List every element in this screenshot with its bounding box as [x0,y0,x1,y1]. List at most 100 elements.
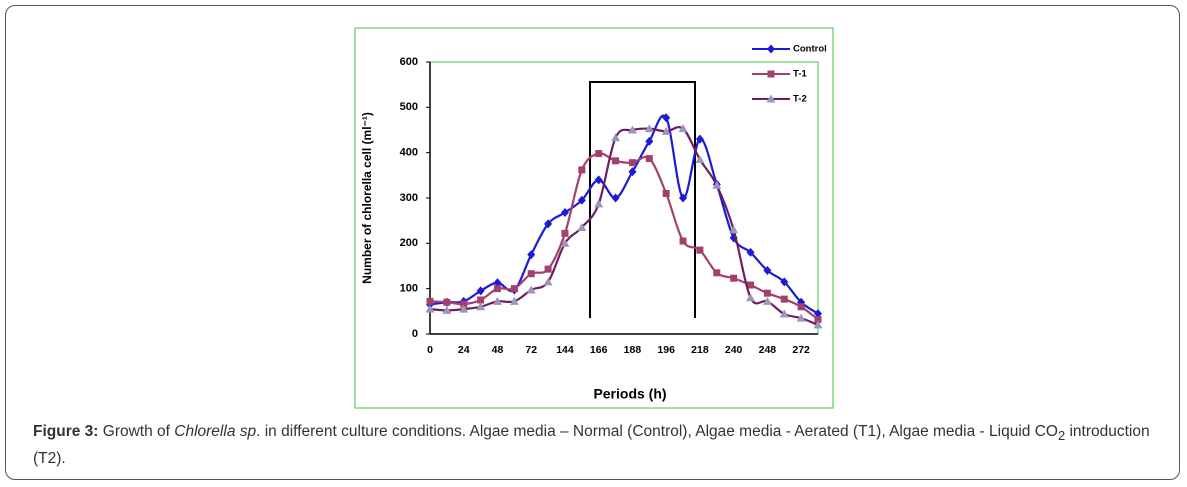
data-point [662,189,670,197]
legend-label: T-2 [793,94,807,105]
data-point [510,285,518,293]
data-point [628,167,637,177]
data-point [577,195,586,205]
legend-marker [767,70,775,78]
data-point [561,229,569,237]
data-point [509,296,519,305]
caption: Figure 3: Growth of Chlorella sp. in dif… [33,420,1163,470]
data-point [460,300,468,308]
x-tick-label: 240 [725,344,743,356]
y-tick-label: 500 [400,101,418,113]
caption-subscript: 2 [1057,428,1066,444]
data-point [762,296,772,305]
series-line [429,114,819,315]
data-point [696,246,704,254]
x-tick-label: 196 [657,344,675,356]
chart-border [354,27,834,409]
legend-marker [766,94,776,103]
data-point [779,309,789,318]
data-point [493,285,501,293]
caption-italic: Chlorella sp [174,423,257,440]
caption-label: Figure 3: [33,423,99,440]
data-point [459,304,469,313]
data-point [814,315,822,323]
data-point [443,298,451,306]
data-point [679,193,688,203]
data-point [577,222,587,231]
data-point [763,266,772,276]
data-point [645,155,653,163]
data-point [730,274,738,282]
data-point [544,219,553,229]
data-point [796,313,806,322]
data-point [526,285,536,294]
x-tick-label: 72 [525,344,537,356]
data-point [662,113,671,123]
data-point [746,247,755,257]
data-point [560,208,569,218]
legend-marker [767,44,775,54]
data-point [594,199,604,208]
data-point [425,304,435,313]
data-point [543,277,553,286]
figure-frame [5,5,1180,480]
data-point [695,154,705,163]
data-point [426,297,434,305]
data-point [544,265,552,273]
data-point [527,270,535,278]
data-point [476,302,486,311]
y-tick-label: 600 [400,56,418,68]
data-point [611,193,620,203]
data-point [780,295,788,303]
data-point [763,289,771,297]
data-point [594,175,603,185]
data-point [612,157,620,165]
data-point [746,293,756,302]
x-tick-label: 144 [556,344,574,356]
data-point [695,134,704,144]
data-point [578,166,586,174]
data-point [493,278,502,288]
highlight-box [589,81,696,318]
legend-label: T-1 [793,69,807,80]
data-point [627,125,637,134]
data-point [644,124,654,133]
legend-label: Control [793,44,827,55]
data-point [442,305,452,314]
data-point [678,124,688,133]
data-point [560,238,570,247]
data-point [527,250,536,260]
x-tick-label: 48 [492,344,504,356]
y-axis-label: Number of chlorella cell (ml⁻¹) [360,112,374,284]
x-tick-label: 218 [691,344,709,356]
data-point [813,320,823,329]
data-point [477,296,485,304]
x-tick-label: 166 [590,344,608,356]
y-tick-label: 100 [400,283,418,295]
y-tick-label: 300 [400,192,418,204]
chart: Number of chlorella cell (ml⁻¹) Periods … [333,15,853,410]
data-point [814,309,822,319]
data-point [713,269,721,277]
data-point [628,159,636,167]
series-line [429,152,819,321]
x-axis-label: Periods (h) [593,386,666,402]
data-point [492,296,502,305]
data-point [712,180,722,189]
data-point [747,281,755,289]
x-tick-label: 188 [624,344,642,356]
caption-text: Growth of [98,423,175,440]
data-point [729,225,739,234]
x-tick-label: 24 [458,344,470,356]
y-tick-label: 200 [400,237,418,249]
data-point [645,136,654,146]
x-tick-label: 272 [792,344,810,356]
y-tick-label: 400 [400,147,418,159]
data-point [679,237,687,245]
data-point [780,277,789,287]
data-point [476,286,485,296]
y-tick-label: 0 [412,328,418,340]
plot-border [429,61,819,335]
data-point [595,150,603,158]
